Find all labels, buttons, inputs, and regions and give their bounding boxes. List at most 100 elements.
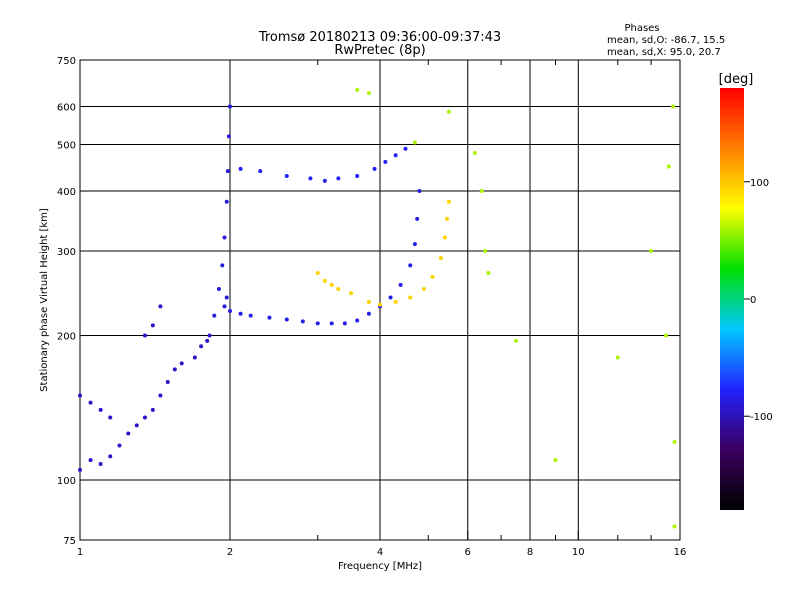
x-tick-label: 10 — [572, 547, 585, 558]
data-point — [222, 304, 227, 309]
data-point — [672, 440, 677, 445]
data-point — [393, 299, 398, 304]
data-point — [446, 199, 451, 204]
data-point — [408, 263, 413, 268]
colorbar-ticks: 100 0 -100 — [744, 178, 773, 423]
data-point — [388, 295, 393, 300]
data-point — [329, 282, 334, 287]
data-point — [336, 176, 341, 181]
data-point — [444, 216, 449, 221]
data-point — [398, 282, 403, 287]
data-point — [336, 287, 341, 292]
y-tick-label: 300 — [57, 247, 76, 258]
y-tick-label: 200 — [57, 332, 76, 343]
colorbar-tick-label: 100 — [750, 178, 769, 189]
data-point — [664, 333, 669, 338]
legend-x-mode: mean, sd,X: 95.0, 20.7 — [607, 47, 721, 58]
x-tick-label: 6 — [465, 547, 471, 558]
data-point — [226, 134, 231, 139]
y-axis-label: Stationary phase Virtual Height [km] — [39, 208, 50, 392]
x-tick-label: 2 — [227, 547, 233, 558]
grid-lines — [80, 60, 680, 540]
data-point — [442, 235, 447, 240]
data-point — [329, 321, 334, 326]
data-point — [238, 311, 243, 316]
data-point — [383, 159, 388, 164]
data-point — [479, 189, 484, 194]
data-point — [615, 355, 620, 360]
data-point — [315, 270, 320, 275]
data-point — [483, 249, 488, 254]
x-tick-label: 1 — [77, 547, 83, 558]
data-point — [366, 299, 371, 304]
data-point — [192, 355, 197, 360]
data-point — [150, 407, 155, 412]
y-tick-label: 750 — [57, 56, 76, 67]
data-point — [514, 338, 519, 343]
data-point — [220, 263, 225, 268]
colorbar-tick-label: 0 — [750, 295, 756, 306]
y-tick-label: 75 — [63, 536, 76, 547]
y-tick-label: 400 — [57, 187, 76, 198]
data-point — [412, 140, 417, 145]
data-point — [207, 333, 212, 338]
data-point — [403, 146, 408, 151]
data-point — [322, 178, 327, 183]
data-point — [108, 454, 113, 459]
data-point — [126, 431, 131, 436]
data-point — [421, 287, 426, 292]
data-point — [366, 311, 371, 316]
data-point — [300, 319, 305, 324]
data-point — [228, 104, 232, 109]
chart-subtitle: RwPretec (8p) — [334, 43, 425, 58]
data-point — [225, 169, 230, 174]
data-point — [438, 256, 443, 261]
data-point — [372, 166, 377, 171]
data-point — [672, 524, 677, 529]
data-point — [666, 164, 671, 169]
data-point — [472, 151, 477, 156]
data-point — [355, 87, 360, 92]
legend-title: Phases — [624, 23, 659, 34]
y-tick-label: 600 — [57, 103, 76, 114]
data-point — [179, 361, 184, 366]
x-tick-label: 8 — [527, 547, 533, 558]
data-point — [355, 173, 360, 178]
data-point — [378, 302, 382, 307]
data-point — [408, 295, 413, 300]
data-point — [78, 393, 82, 398]
x-tick-label: 16 — [674, 547, 687, 558]
data-point — [98, 461, 103, 466]
data-point — [108, 415, 113, 420]
data-point — [224, 295, 229, 300]
data-point — [308, 176, 313, 181]
data-point — [446, 109, 451, 114]
data-point — [415, 216, 420, 221]
data-point — [417, 189, 422, 194]
data-points — [78, 87, 677, 529]
data-point — [671, 104, 676, 109]
data-point — [199, 344, 204, 349]
y-tick-label: 500 — [57, 141, 76, 152]
data-point — [284, 173, 289, 178]
data-point — [248, 313, 253, 318]
data-point — [486, 270, 491, 275]
data-point — [412, 242, 417, 247]
data-point — [267, 315, 272, 320]
data-point — [142, 333, 147, 338]
data-point — [322, 278, 327, 283]
chart-title: Tromsø 20180213 09:36:00-09:37:43 — [258, 30, 501, 45]
data-point — [150, 323, 155, 328]
colorbar-label: [deg] — [719, 72, 754, 87]
data-point — [349, 291, 354, 296]
data-point — [238, 166, 243, 171]
colorbar-tick-label: -100 — [750, 412, 773, 423]
axis-ticks: 1 2 4 6 8 10 16 75 100 200 300 400 500 600 750 — [57, 56, 686, 558]
data-point — [142, 415, 147, 420]
data-point — [88, 400, 93, 405]
data-point — [158, 393, 163, 398]
data-point — [117, 443, 122, 448]
data-point — [342, 321, 347, 326]
legend-o-mode: mean, sd,O: -86.7, 15.5 — [607, 35, 725, 46]
